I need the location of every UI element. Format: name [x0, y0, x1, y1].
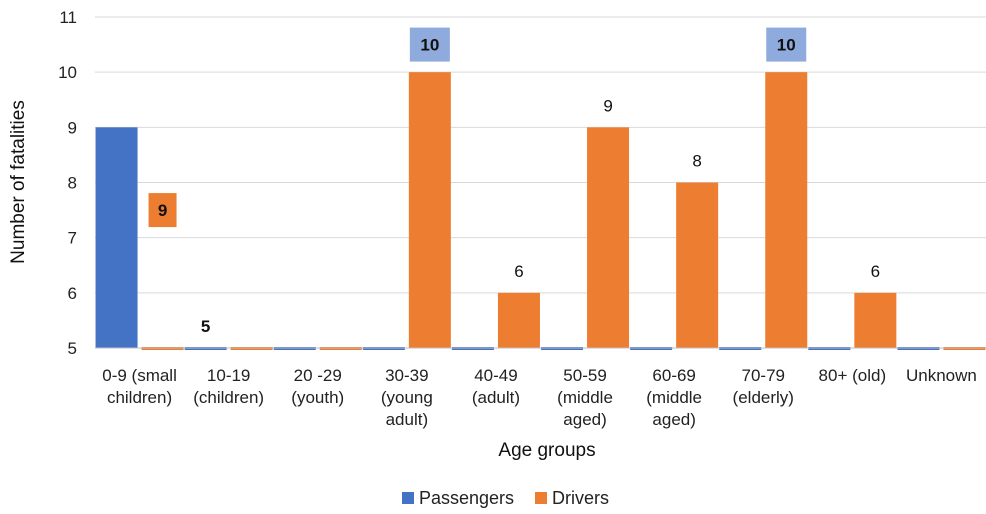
data-label: 8	[692, 152, 701, 171]
bar-drivers	[587, 127, 630, 348]
category-label: 70-79 (elderly)	[733, 366, 794, 407]
data-label-box	[409, 27, 450, 62]
bar-drivers	[765, 72, 808, 349]
category-label: 10-19 (children)	[193, 366, 264, 407]
data-label-box	[148, 193, 177, 228]
legend: Passengers Drivers	[402, 488, 609, 508]
data-labels: 9 5 10 6 9 8 10 6	[148, 27, 880, 336]
category-label: 40-49 (adult)	[472, 366, 520, 407]
y-tick-label: 6	[68, 284, 77, 303]
y-tick-label: 8	[68, 174, 77, 193]
category-label: Unknown	[906, 366, 977, 385]
category-label: 60-69 (middle aged)	[646, 366, 702, 429]
data-label: 10	[420, 36, 439, 55]
bars	[95, 72, 986, 350]
category-label: 20 -29 (youth)	[291, 366, 344, 407]
category-label: 0-9 (small children)	[102, 366, 177, 407]
data-label: 6	[871, 262, 880, 281]
y-tick-label: 10	[58, 63, 77, 82]
data-label: 5	[201, 317, 210, 336]
y-axis-ticks: 5 6 7 8 9 10 11	[58, 8, 77, 358]
category-label: 50-59 (middle aged)	[557, 366, 613, 429]
category-label: 30-39 (young adult)	[381, 366, 433, 429]
bar-drivers	[497, 292, 540, 348]
legend-swatch	[402, 492, 414, 504]
data-label: 6	[514, 262, 523, 281]
x-axis-title: Age groups	[498, 440, 595, 461]
y-tick-label: 11	[59, 8, 77, 27]
legend-label: Passengers	[419, 488, 514, 508]
y-tick-label: 9	[68, 118, 77, 137]
y-tick-label: 7	[68, 229, 77, 248]
gridlines	[95, 16, 986, 294]
data-label-box	[766, 27, 807, 62]
data-label: 9	[603, 96, 612, 115]
data-label: 10	[777, 36, 796, 55]
category-label: 80+ (old)	[819, 366, 887, 385]
bar-passengers	[95, 127, 138, 348]
y-axis-title: Number of fatalities	[8, 100, 29, 264]
legend-label: Drivers	[552, 488, 609, 508]
bar-drivers	[676, 182, 719, 348]
bar-drivers	[408, 72, 451, 349]
category-labels: 0-9 (small children) 10-19 (children) 20 -29…	[102, 366, 977, 429]
legend-swatch	[535, 492, 547, 504]
y-tick-label: 5	[68, 339, 77, 358]
bar-drivers	[854, 292, 897, 348]
data-label: 9	[158, 201, 167, 220]
